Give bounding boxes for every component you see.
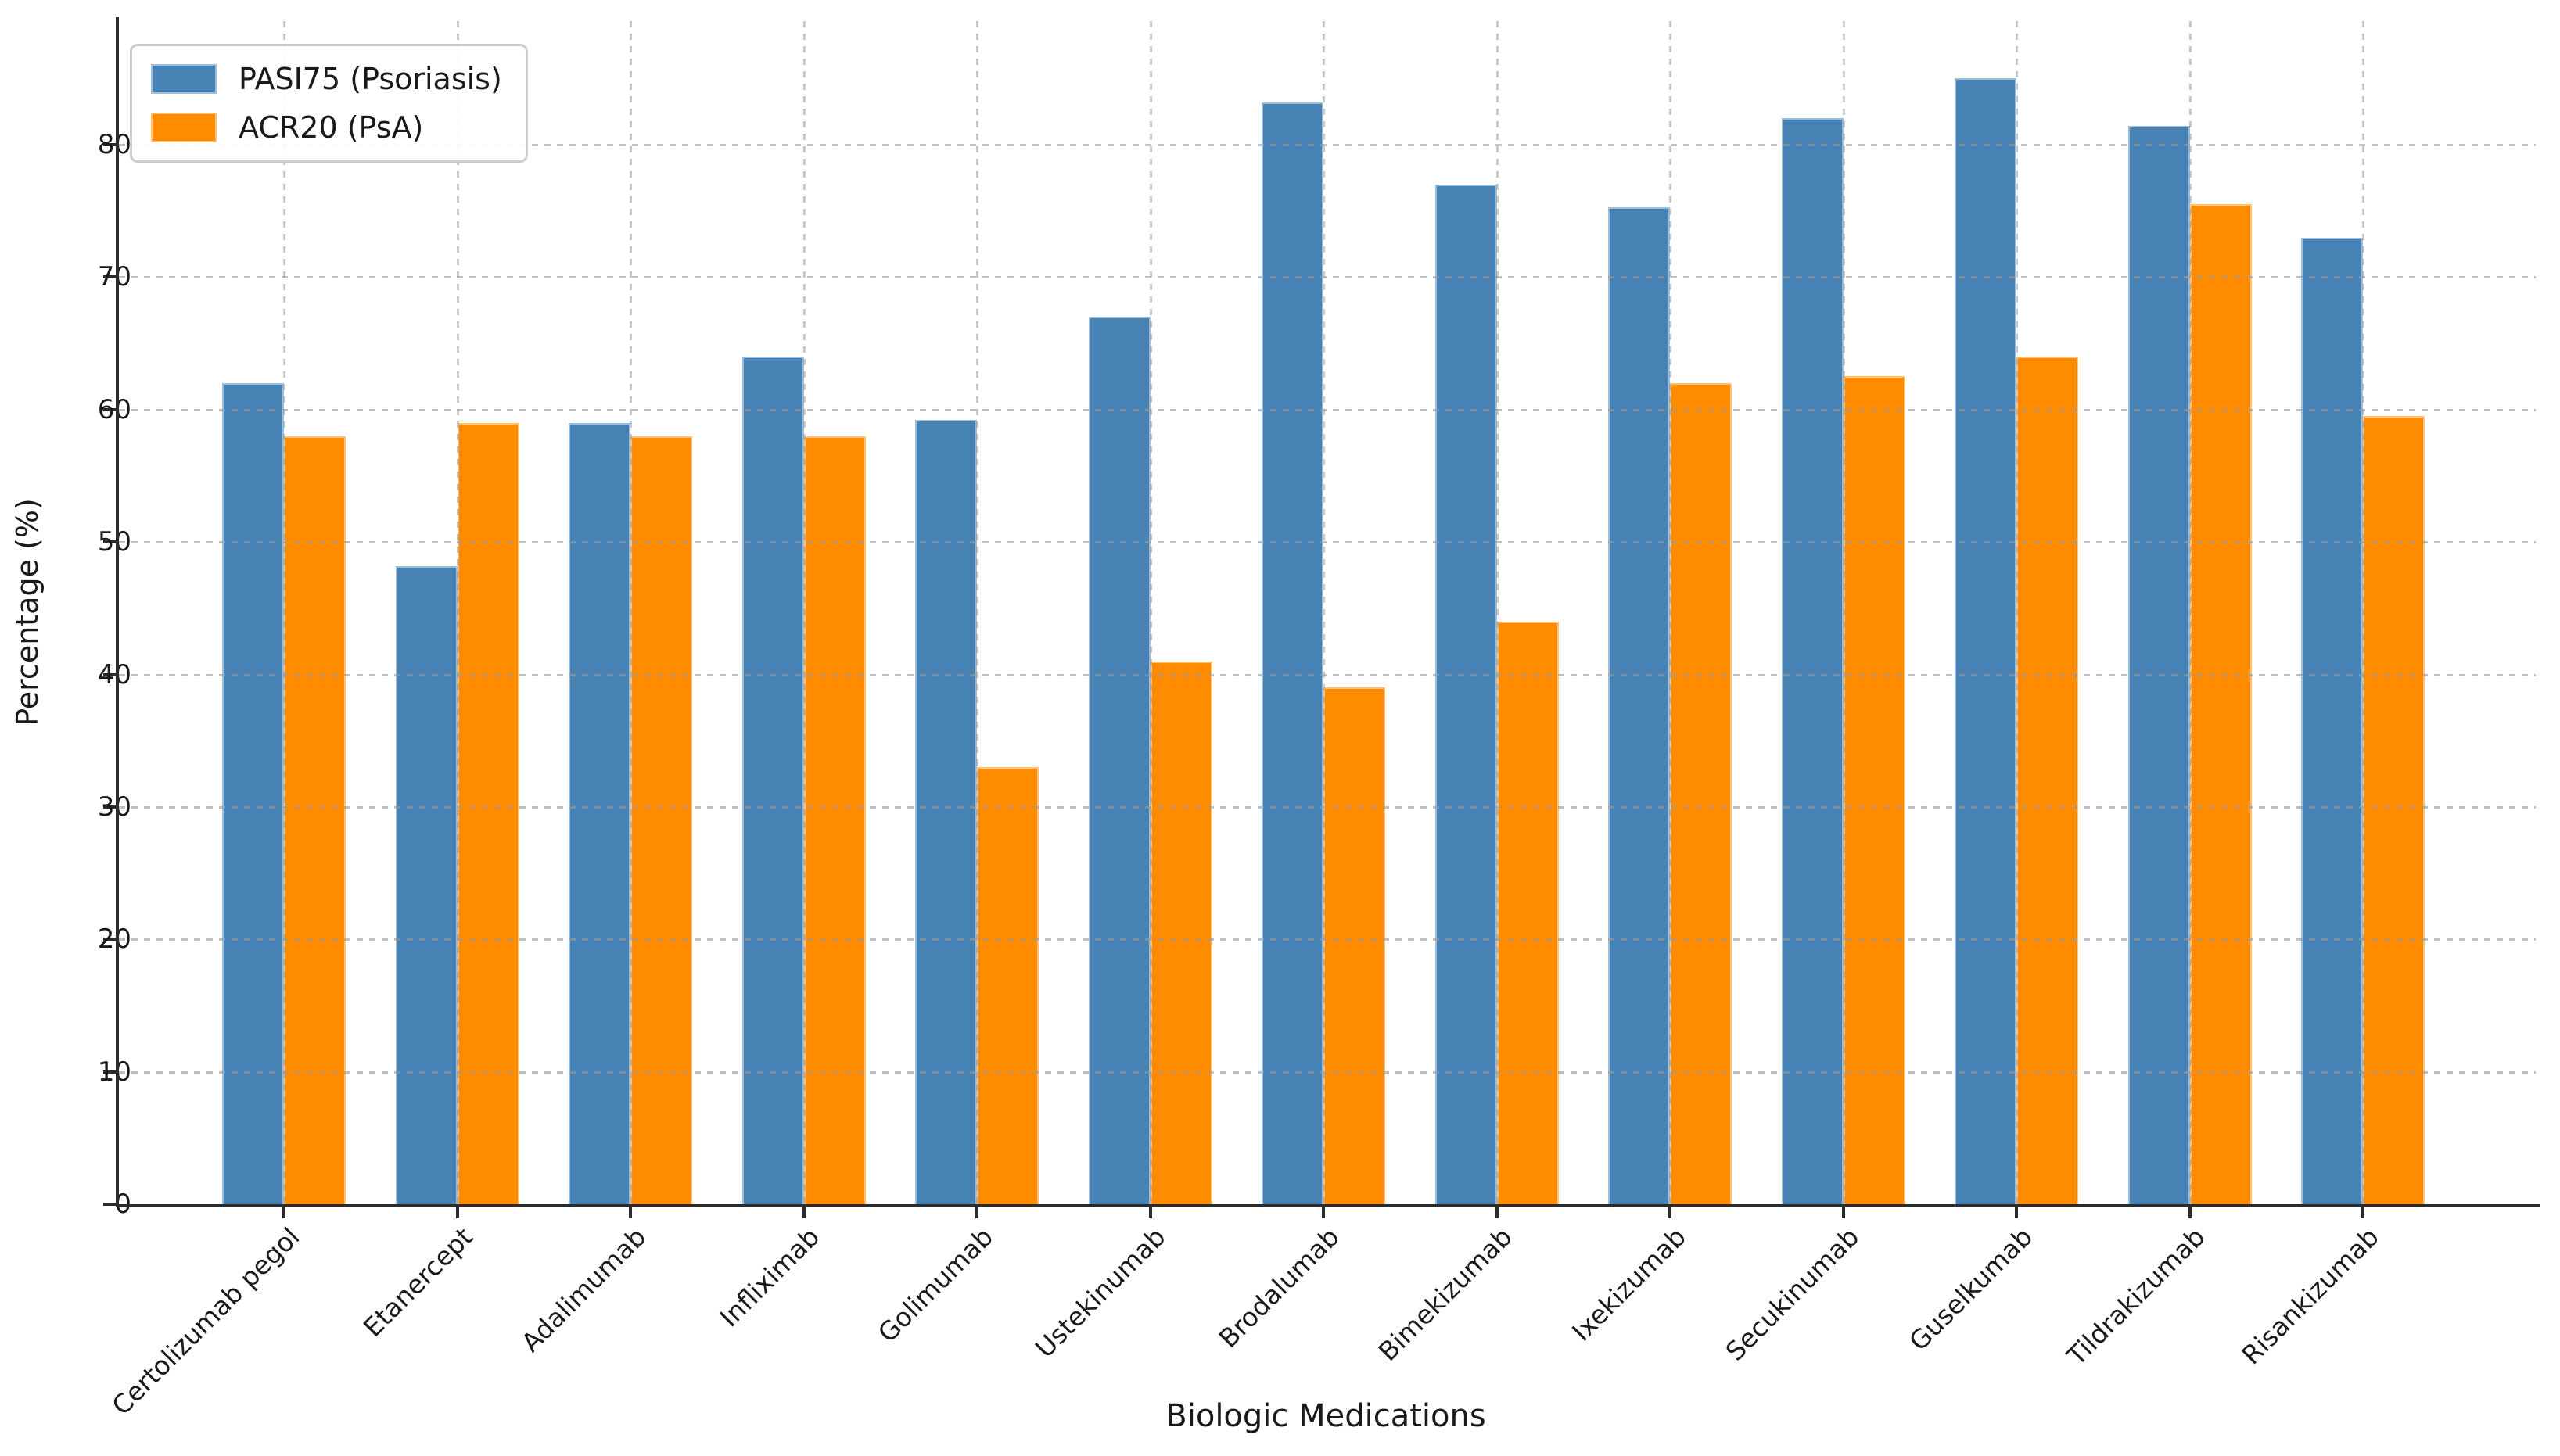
bar-pasi75-secukinumab	[1781, 118, 1844, 1204]
x-tick-label-bimekizumab: Bimekizumab	[1373, 1221, 1519, 1368]
x-axis-spine	[116, 1204, 2540, 1207]
x-tick-golimumab	[975, 1207, 978, 1218]
y-gridline-30	[119, 805, 2536, 809]
x-tick-brodalumab	[1322, 1207, 1325, 1218]
x-tick-tildrakizumab	[2188, 1207, 2192, 1218]
x-tick-label-certolizumab-pegol: Certolizumab pegol	[106, 1221, 306, 1422]
x-gridline-ixekizumab	[1669, 21, 1671, 1204]
bar-pasi75-infliximab	[741, 357, 804, 1204]
x-tick-label-secukinumab: Secukinumab	[1719, 1221, 1865, 1367]
x-tick-adalimumab	[629, 1207, 632, 1218]
y-gridline-50	[119, 541, 2536, 544]
y-gridline-70	[119, 276, 2536, 279]
x-tick-secukinumab	[1841, 1207, 1845, 1218]
y-axis-spine	[116, 17, 119, 1207]
y-gridline-10	[119, 1070, 2536, 1074]
x-gridline-bimekizumab	[1495, 21, 1499, 1204]
bar-acr20-etanercept	[457, 422, 519, 1204]
x-gridline-risankizumab	[2362, 21, 2364, 1204]
x-tick-bimekizumab	[1495, 1207, 1499, 1218]
x-tick-label-etanercept: Etanercept	[357, 1221, 479, 1343]
y-gridline-60	[119, 408, 2536, 411]
y-tick-50	[103, 540, 116, 544]
bar-pasi75-golimumab	[915, 420, 977, 1204]
x-tick-certolizumab-pegol	[282, 1207, 285, 1218]
x-tick-label-guselkumab: Guselkumab	[1902, 1221, 2038, 1357]
x-gridline-certolizumab-pegol	[283, 21, 285, 1204]
x-tick-ixekizumab	[1668, 1207, 1671, 1218]
bar-pasi75-tildrakizumab	[2127, 126, 2190, 1204]
legend-item-acr20: ACR20 (PsA)	[151, 110, 502, 145]
x-gridline-infliximab	[802, 21, 806, 1204]
bar-pasi75-brodalumab	[1262, 102, 1323, 1204]
bar-pasi75-guselkumab	[1955, 78, 2016, 1204]
legend-label: ACR20 (PsA)	[239, 110, 424, 145]
bar-acr20-tildrakizumab	[2189, 204, 2252, 1204]
bar-acr20-brodalumab	[1323, 687, 1385, 1204]
bar-acr20-secukinumab	[1843, 376, 1905, 1204]
bar-acr20-ixekizumab	[1670, 382, 1732, 1204]
x-tick-label-brodalumab: Brodalumab	[1212, 1221, 1345, 1354]
x-gridline-adalimumab	[630, 21, 632, 1204]
x-gridline-brodalumab	[1323, 21, 1325, 1204]
x-tick-label-infliximab: Infliximab	[713, 1221, 826, 1333]
legend-label: PASI75 (Psoriasis)	[239, 62, 502, 96]
bar-pasi75-etanercept	[395, 565, 458, 1204]
bar-pasi75-risankizumab	[2301, 237, 2363, 1204]
x-tick-etanercept	[455, 1207, 459, 1218]
bar-acr20-risankizumab	[2363, 416, 2425, 1204]
x-tick-risankizumab	[2361, 1207, 2364, 1218]
x-tick-label-ixekizumab: Ixekizumab	[1565, 1221, 1692, 1347]
bar-acr20-infliximab	[803, 436, 866, 1204]
x-tick-infliximab	[802, 1207, 806, 1218]
x-tick-label-adalimumab: Adalimumab	[515, 1221, 652, 1358]
x-tick-ustekinumab	[1148, 1207, 1152, 1218]
bar-acr20-bimekizumab	[1496, 621, 1559, 1204]
y-gridline-80	[119, 144, 2536, 146]
bar-acr20-ustekinumab	[1150, 661, 1212, 1204]
x-tick-label-ustekinumab: Ustekinumab	[1029, 1221, 1172, 1364]
bar-acr20-adalimumab	[630, 436, 692, 1204]
x-tick-label-risankizumab: Risankizumab	[2235, 1221, 2385, 1371]
x-gridline-ustekinumab	[1149, 21, 1152, 1204]
x-tick-label-golimumab: Golimumab	[871, 1221, 999, 1349]
x-gridline-secukinumab	[1842, 21, 1845, 1204]
legend: PASI75 (Psoriasis) ACR20 (PsA)	[130, 44, 528, 163]
bar-acr20-golimumab	[977, 767, 1039, 1204]
y-tick-80	[103, 143, 116, 146]
x-gridline-etanercept	[456, 21, 459, 1204]
bar-pasi75-bimekizumab	[1434, 184, 1497, 1204]
bar-pasi75-certolizumab-pegol	[222, 382, 284, 1204]
bar-pasi75-adalimumab	[569, 422, 630, 1204]
legend-swatch-icon	[151, 64, 217, 94]
y-tick-40	[103, 672, 116, 676]
bar-acr20-guselkumab	[2016, 357, 2078, 1204]
y-tick-10	[103, 1070, 116, 1074]
x-gridline-guselkumab	[2016, 21, 2018, 1204]
bar-acr20-certolizumab-pegol	[284, 436, 346, 1204]
x-axis-label: Biologic Medications	[1165, 1398, 1486, 1434]
y-axis-label: Percentage (%)	[10, 498, 45, 726]
y-gridline-20	[119, 938, 2536, 941]
bar-pasi75-ixekizumab	[1608, 206, 1670, 1204]
y-tick-20	[103, 938, 116, 941]
x-tick-guselkumab	[2015, 1207, 2018, 1218]
x-tick-label-tildrakizumab: Tildrakizumab	[2061, 1221, 2212, 1372]
x-gridline-tildrakizumab	[2188, 21, 2192, 1204]
y-gridline-40	[119, 673, 2536, 676]
legend-item-pasi75: PASI75 (Psoriasis)	[151, 62, 502, 96]
y-tick-60	[103, 407, 116, 411]
y-tick-30	[103, 805, 116, 809]
x-gridline-golimumab	[976, 21, 978, 1204]
legend-swatch-icon	[151, 113, 217, 142]
y-tick-70	[103, 275, 116, 279]
bar-pasi75-ustekinumab	[1088, 317, 1151, 1204]
y-tick-0	[103, 1203, 116, 1206]
